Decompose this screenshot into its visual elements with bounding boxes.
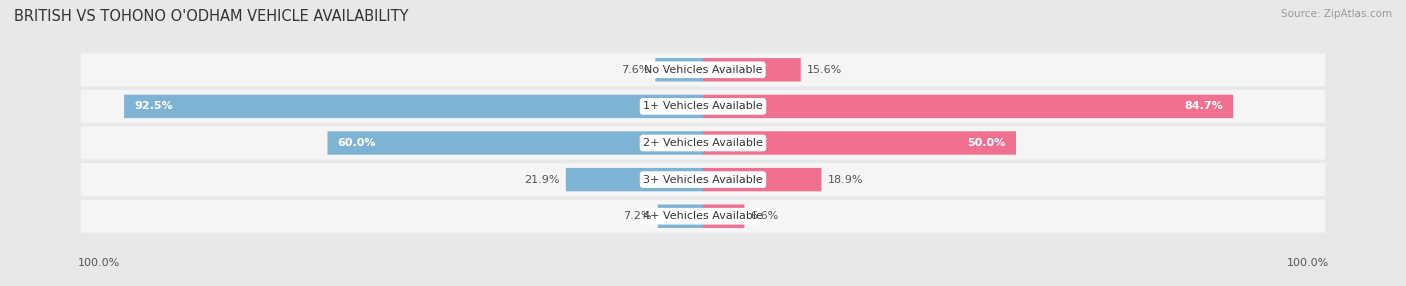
Text: 3+ Vehicles Available: 3+ Vehicles Available <box>643 175 763 184</box>
Text: Source: ZipAtlas.com: Source: ZipAtlas.com <box>1281 9 1392 19</box>
Text: 50.0%: 50.0% <box>967 138 1005 148</box>
FancyBboxPatch shape <box>124 95 703 118</box>
FancyBboxPatch shape <box>703 131 1017 155</box>
FancyBboxPatch shape <box>703 204 744 228</box>
Text: 2+ Vehicles Available: 2+ Vehicles Available <box>643 138 763 148</box>
Text: 60.0%: 60.0% <box>337 138 377 148</box>
Text: 7.2%: 7.2% <box>623 211 652 221</box>
Text: 6.6%: 6.6% <box>751 211 779 221</box>
Text: BRITISH VS TOHONO O'ODHAM VEHICLE AVAILABILITY: BRITISH VS TOHONO O'ODHAM VEHICLE AVAILA… <box>14 9 409 23</box>
FancyBboxPatch shape <box>80 163 1326 196</box>
FancyBboxPatch shape <box>80 53 1326 86</box>
FancyBboxPatch shape <box>328 131 703 155</box>
Text: 100.0%: 100.0% <box>77 258 120 268</box>
Text: 1+ Vehicles Available: 1+ Vehicles Available <box>643 102 763 111</box>
FancyBboxPatch shape <box>658 204 703 228</box>
FancyBboxPatch shape <box>703 58 801 82</box>
Text: 4+ Vehicles Available: 4+ Vehicles Available <box>643 211 763 221</box>
FancyBboxPatch shape <box>655 58 703 82</box>
FancyBboxPatch shape <box>703 168 821 191</box>
Text: 7.6%: 7.6% <box>621 65 650 75</box>
Text: 21.9%: 21.9% <box>524 175 560 184</box>
FancyBboxPatch shape <box>80 126 1326 160</box>
Text: No Vehicles Available: No Vehicles Available <box>644 65 762 75</box>
Text: 100.0%: 100.0% <box>1286 258 1329 268</box>
FancyBboxPatch shape <box>80 200 1326 233</box>
Text: 84.7%: 84.7% <box>1184 102 1223 111</box>
Text: 18.9%: 18.9% <box>828 175 863 184</box>
Text: 92.5%: 92.5% <box>134 102 173 111</box>
Text: 15.6%: 15.6% <box>807 65 842 75</box>
FancyBboxPatch shape <box>80 90 1326 123</box>
FancyBboxPatch shape <box>565 168 703 191</box>
FancyBboxPatch shape <box>703 95 1233 118</box>
